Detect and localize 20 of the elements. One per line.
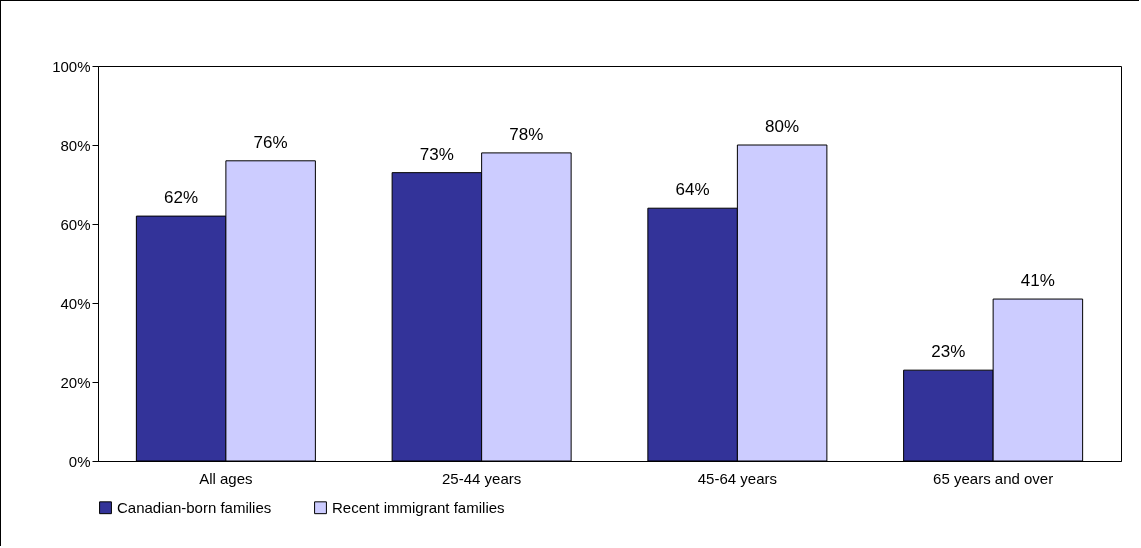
data-label: 73% xyxy=(419,144,454,164)
x-tick-label: All ages xyxy=(199,469,253,487)
y-tick-label: 100% xyxy=(52,57,91,75)
x-tick-label: 25-44 years xyxy=(442,469,522,487)
x-tick-label: 45-64 years xyxy=(697,469,777,487)
data-label: 78% xyxy=(509,124,544,144)
data-label: 64% xyxy=(675,180,710,200)
data-label: 76% xyxy=(253,132,288,152)
data-label: 80% xyxy=(765,117,800,136)
y-tick-label: 40% xyxy=(60,294,91,312)
data-label: 62% xyxy=(164,188,199,208)
legend-label: Recent immigrant families xyxy=(332,498,505,516)
y-tick-label: 0% xyxy=(68,452,91,470)
x-tick-label: 65 years and over xyxy=(933,469,1054,487)
y-tick-label: 20% xyxy=(60,373,91,391)
y-tick-label: 80% xyxy=(60,136,91,154)
y-tick-label: 60% xyxy=(60,215,91,233)
legend-label: Canadian-born families xyxy=(117,498,272,516)
data-label: 23% xyxy=(931,342,966,362)
data-label: 41% xyxy=(1020,271,1055,291)
